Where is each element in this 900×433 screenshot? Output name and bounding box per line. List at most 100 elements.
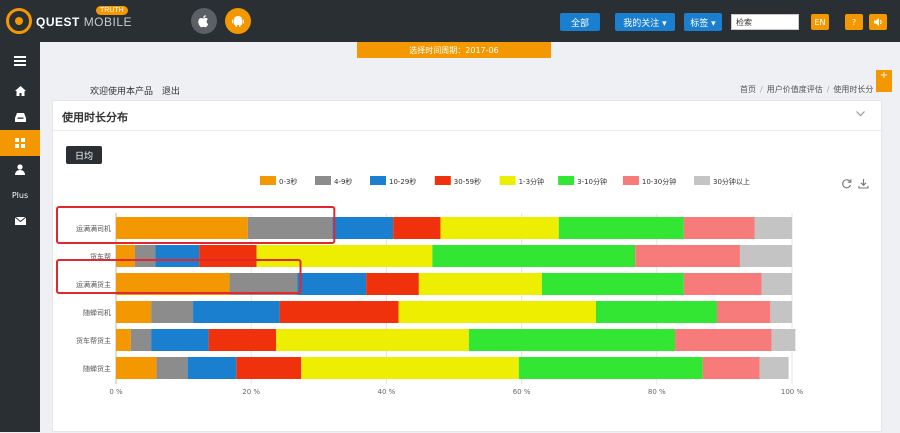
bar-segment[interactable] <box>151 301 194 323</box>
inbox-icon[interactable] <box>0 104 40 130</box>
top-bar: QUEST MOBILE TRUTH 全部 我的关注 ▾ 标签 ▾ EN ? <box>0 0 900 42</box>
bar-segment[interactable] <box>247 217 333 239</box>
tags-dropdown[interactable]: 标签 ▾ <box>684 13 722 31</box>
bar-segment[interactable] <box>236 357 302 379</box>
search-input[interactable] <box>731 14 799 30</box>
legend-swatch <box>434 176 451 185</box>
language-button[interactable]: EN <box>811 14 829 30</box>
bar-segment[interactable] <box>541 273 684 295</box>
bar-segment[interactable] <box>116 245 135 267</box>
bar-segment[interactable] <box>398 301 596 323</box>
bar-segment[interactable] <box>683 217 755 239</box>
category-label: 随蝉司机 <box>83 308 111 317</box>
bar-segment[interactable] <box>366 273 419 295</box>
download-icon[interactable] <box>858 178 869 192</box>
breadcrumb-home[interactable]: 首页 <box>740 85 756 94</box>
bar-segment[interactable] <box>771 329 796 351</box>
breadcrumb-user-value[interactable]: 用户价值度评估 <box>766 85 823 94</box>
bar-segment[interactable] <box>229 273 298 295</box>
bar-segment[interactable] <box>754 217 792 239</box>
bar-segment[interactable] <box>199 245 257 267</box>
chevron-down-icon[interactable] <box>856 109 865 120</box>
menu-icon[interactable] <box>0 48 40 74</box>
bar-segment[interactable] <box>770 301 792 323</box>
user-icon[interactable] <box>0 156 40 182</box>
bar-segment[interactable] <box>759 357 789 379</box>
bar-segment[interactable] <box>468 329 676 351</box>
bar-segment[interactable] <box>116 273 230 295</box>
breadcrumb: 首页 / 用户价值度评估 / 使用时长分 <box>740 85 874 94</box>
refresh-icon[interactable] <box>841 178 852 192</box>
bar-segment[interactable] <box>151 329 209 351</box>
panel-title: 使用时长分布 <box>62 111 128 124</box>
chart-bars <box>116 217 796 379</box>
bar-segment[interactable] <box>116 329 131 351</box>
bar-segment[interactable] <box>702 357 760 379</box>
side-expand-tab[interactable]: + <box>876 70 892 92</box>
home-icon[interactable] <box>0 78 40 104</box>
bar-segment[interactable] <box>518 357 703 379</box>
bar-segment[interactable] <box>675 329 772 351</box>
bar-segment[interactable] <box>116 301 152 323</box>
chart-legend: 0-3秒 4-9秒 10-29秒 30-59秒 1-3分钟 3-10分钟 10-30分钟 30… <box>260 176 750 186</box>
bar-segment[interactable] <box>393 217 441 239</box>
apple-icon[interactable] <box>191 8 217 34</box>
legend-item[interactable]: 30-59秒 <box>434 176 481 186</box>
legend-label: 30-59秒 <box>454 177 481 186</box>
my-favorites-dropdown[interactable]: 我的关注 ▾ <box>615 13 675 31</box>
all-button[interactable]: 全部 <box>560 13 600 31</box>
bar-segment[interactable] <box>134 245 156 267</box>
bar-segment[interactable] <box>440 217 559 239</box>
panel-header: 使用时长分布 <box>53 101 881 131</box>
bar-segment[interactable] <box>332 217 394 239</box>
category-label: 运满满司机 <box>76 224 111 233</box>
time-period-selector[interactable]: 选择时间周期：2017-06 <box>357 42 551 58</box>
legend-label: 3-10分钟 <box>577 177 607 186</box>
legend-item[interactable]: 30分钟以上 <box>694 176 750 186</box>
bar-segment[interactable] <box>432 245 636 267</box>
bar-segment[interactable] <box>761 273 792 295</box>
bar-segment[interactable] <box>156 357 188 379</box>
legend-item[interactable]: 10-29秒 <box>370 176 416 186</box>
bar-segment[interactable] <box>116 217 248 239</box>
bar-segment[interactable] <box>595 301 717 323</box>
bar-segment[interactable] <box>558 217 684 239</box>
bar-segment[interactable] <box>130 329 152 351</box>
bar-segment[interactable] <box>301 357 519 379</box>
legend-item[interactable]: 0-3秒 <box>260 176 297 186</box>
bar-segment[interactable] <box>418 273 542 295</box>
bar-segment[interactable] <box>279 301 399 323</box>
legend-swatch <box>558 176 575 185</box>
legend-item[interactable]: 4-9秒 <box>315 176 352 186</box>
help-button[interactable]: ? <box>845 14 863 30</box>
dashboard-icon[interactable] <box>0 130 40 156</box>
bar-segment[interactable] <box>297 273 367 295</box>
bar-segment[interactable] <box>716 301 771 323</box>
legend-label: 10-30分钟 <box>642 177 676 186</box>
bar-segment[interactable] <box>193 301 280 323</box>
bar-segment[interactable] <box>256 245 433 267</box>
bar-segment[interactable] <box>635 245 740 267</box>
highlight-box <box>56 206 336 244</box>
logo-icon <box>6 8 32 34</box>
logout-link[interactable]: 退出 <box>161 87 180 97</box>
legend-label: 4-9秒 <box>334 177 352 186</box>
bar-segment[interactable] <box>208 329 277 351</box>
sound-button[interactable] <box>869 14 887 30</box>
bar-segment[interactable] <box>187 357 237 379</box>
daily-average-tab[interactable]: 日均 <box>66 146 102 164</box>
mail-icon[interactable] <box>0 208 40 234</box>
bar-segment[interactable] <box>276 329 469 351</box>
bar-segment[interactable] <box>739 245 792 267</box>
chart-x-ticks: 0 % 20 % 40 % 60 % 80 % 100 % <box>109 388 803 396</box>
legend-item[interactable]: 10-30分钟 <box>622 176 676 186</box>
quest-mobile-logo[interactable]: QUEST MOBILE TRUTH <box>6 6 146 36</box>
bar-segment[interactable] <box>683 273 762 295</box>
speaker-icon <box>874 18 882 26</box>
bar-segment[interactable] <box>116 357 157 379</box>
android-icon[interactable] <box>225 8 251 34</box>
legend-item[interactable]: 3-10分钟 <box>558 176 607 186</box>
plus-nav-item[interactable]: Plus <box>11 190 29 200</box>
bar-segment[interactable] <box>155 245 200 267</box>
legend-item[interactable]: 1-3分钟 <box>499 176 544 186</box>
